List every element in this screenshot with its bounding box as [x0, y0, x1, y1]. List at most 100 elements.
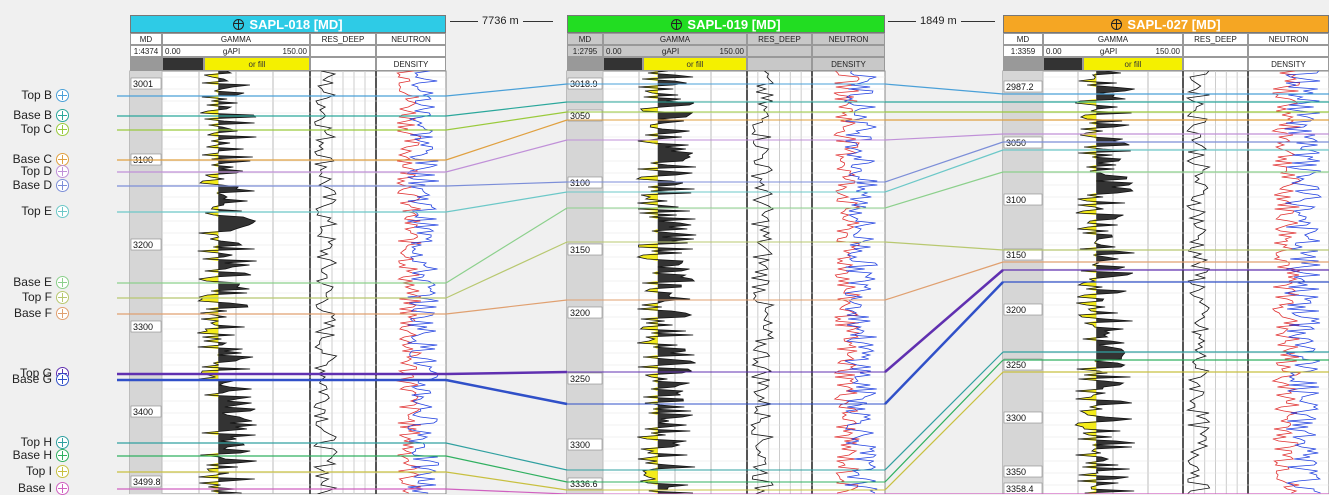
correlation-line — [445, 488, 568, 494]
marker-target-icon — [56, 108, 69, 122]
marker-label: Top H — [20, 435, 52, 449]
marker-top-h[interactable]: Top H — [0, 435, 69, 449]
marker-base-g[interactable]: Base G — [0, 372, 69, 386]
md-spacer — [1003, 57, 1043, 71]
depth-label-bg — [130, 320, 162, 333]
marker-base-e[interactable]: Base E — [0, 275, 69, 289]
res-scale — [747, 45, 812, 57]
res-deep-header: RES_DEEP — [310, 33, 376, 45]
marker-label: Top C — [20, 122, 52, 136]
depth-label: 3300 — [570, 440, 590, 450]
gamma-scale-min: 0.00 — [1046, 46, 1062, 56]
depth-label-bg — [1003, 411, 1043, 424]
correlation-line — [445, 207, 568, 284]
depth-label-bg — [130, 405, 162, 418]
depth-label: 3350 — [1006, 467, 1026, 477]
well-sapl-027[interactable]: SAPL-027 [MD] — [1003, 15, 1329, 494]
depth-label: 3150 — [1006, 250, 1026, 260]
neutron-header: NEUTRON — [1248, 33, 1329, 45]
well-icon — [233, 18, 245, 30]
depth-label: 3250 — [1006, 360, 1026, 370]
neutron-header: NEUTRON — [812, 33, 885, 45]
marker-base-h[interactable]: Base H — [0, 448, 69, 462]
marker-top-f[interactable]: Top F — [0, 290, 69, 304]
marker-label: Base D — [12, 178, 52, 192]
density-curve — [843, 70, 879, 494]
gamma-scale-max: 150.00 — [1155, 46, 1180, 56]
neutron-header: NEUTRON — [376, 33, 446, 45]
depth-label-bg — [567, 477, 603, 490]
depth-label: 3150 — [570, 245, 590, 255]
gamma-sand-fill — [197, 71, 219, 494]
marker-target-icon — [56, 435, 69, 449]
density-header: DENSITY — [376, 57, 446, 71]
correlation-line — [884, 83, 1004, 95]
distance-label-2-3: 1849 m — [888, 15, 995, 27]
marker-top-e[interactable]: Top E — [0, 204, 69, 218]
correlation-line — [884, 281, 1004, 405]
md-track — [567, 71, 603, 494]
correlation-line — [445, 191, 568, 213]
gamma-curve — [197, 70, 257, 494]
md-spacer — [130, 57, 162, 71]
well-sapl-018[interactable]: SAPL-018 [MD] — [130, 15, 446, 494]
marker-top-b[interactable]: Top B — [0, 88, 69, 102]
depth-label: 2987.2 — [1006, 82, 1034, 92]
density-header: DENSITY — [812, 57, 885, 71]
correlation-line — [445, 471, 568, 491]
correlation-line — [884, 269, 1004, 373]
marker-top-d[interactable]: Top D — [0, 164, 69, 178]
marker-base-d[interactable]: Base D — [0, 178, 69, 192]
neutron-scale — [376, 45, 446, 57]
marker-target-icon — [56, 464, 69, 478]
res-spacer — [1183, 57, 1248, 71]
marker-label: Top G — [19, 366, 52, 380]
depth-label: 3200 — [570, 308, 590, 318]
density-curve — [406, 70, 440, 494]
gamma-curve — [635, 70, 697, 494]
correlation-line — [445, 241, 568, 299]
depth-label-bg — [567, 109, 603, 122]
marker-target-icon — [56, 275, 69, 289]
marker-label: Base H — [12, 448, 52, 462]
depth-label-bg — [567, 372, 603, 385]
depth-label: 3100 — [570, 178, 590, 188]
well-sapl-019[interactable]: SAPL-019 [MD] — [567, 15, 885, 494]
marker-base-b[interactable]: Base B — [0, 108, 69, 122]
marker-label: Base G — [11, 372, 52, 386]
well-title[interactable]: SAPL-027 [MD] — [1003, 15, 1329, 33]
depth-label: 3300 — [133, 322, 153, 332]
well-title[interactable]: SAPL-018 [MD] — [130, 15, 446, 33]
correlation-line — [445, 378, 568, 406]
depth-label-bg — [567, 243, 603, 256]
well-title[interactable]: SAPL-019 [MD] — [567, 15, 885, 33]
md-header: MD — [567, 33, 603, 45]
well-icon — [671, 18, 683, 30]
marker-target-icon — [56, 372, 69, 386]
marker-label: Base C — [12, 152, 52, 166]
gamma-header: GAMMA — [162, 33, 310, 45]
depth-label-bg — [1003, 465, 1043, 478]
correlation-line — [445, 370, 568, 376]
depth-label: 3400 — [133, 407, 153, 417]
depth-label: 3100 — [1006, 195, 1026, 205]
marker-target-icon — [56, 204, 69, 218]
marker-label: Top B — [21, 88, 52, 102]
md-header: MD — [130, 33, 162, 45]
well-title-text: SAPL-027 [MD] — [1127, 16, 1221, 32]
correlation-line — [884, 149, 1004, 193]
depth-label: 3200 — [1006, 305, 1026, 315]
res-scale — [1183, 45, 1248, 57]
marker-top-c[interactable]: Top C — [0, 122, 69, 136]
neutron-scale — [1248, 45, 1329, 57]
depth-label-bg — [130, 238, 162, 251]
marker-base-f[interactable]: Base F — [0, 306, 69, 320]
marker-top-i[interactable]: Top I — [0, 464, 69, 478]
depth-label-bg — [1003, 80, 1043, 93]
gamma-header: GAMMA — [603, 33, 747, 45]
marker-base-i[interactable]: Base I — [0, 481, 69, 495]
correlation-line — [445, 181, 568, 187]
marker-target-icon — [56, 306, 69, 320]
